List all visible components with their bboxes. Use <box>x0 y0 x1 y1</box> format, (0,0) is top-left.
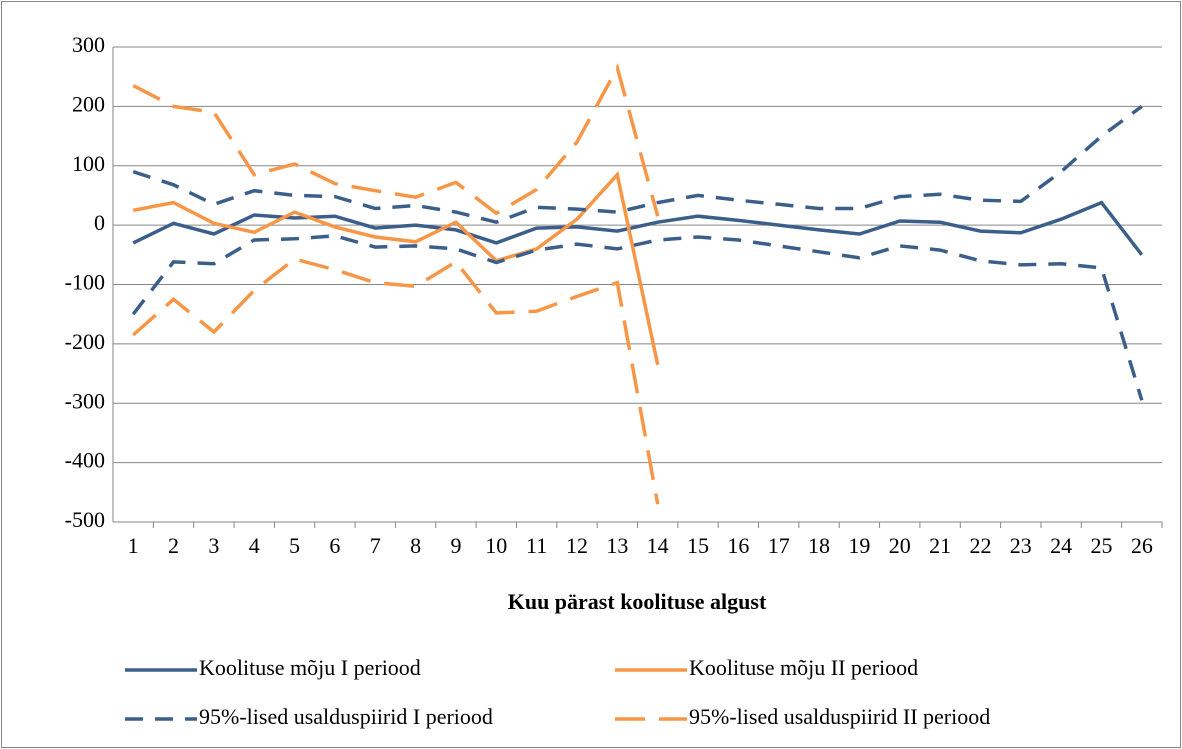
x-tick-label: 14 <box>647 533 669 558</box>
series-line <box>132 257 660 505</box>
x-tick-label: 23 <box>1010 533 1032 558</box>
x-tick-label: 3 <box>208 533 219 558</box>
x-tick-label: 1 <box>128 533 139 558</box>
series-line <box>131 234 1144 401</box>
x-tick-label: 8 <box>410 533 421 558</box>
y-tick-label: -400 <box>65 448 105 473</box>
x-tick-label: 19 <box>848 533 870 558</box>
x-tick-label: 12 <box>566 533 588 558</box>
x-tick-label: 13 <box>606 533 628 558</box>
x-tick-label: 20 <box>889 533 911 558</box>
x-tick-label: 4 <box>249 533 260 558</box>
x-tick-label: 24 <box>1050 533 1072 558</box>
series-line <box>132 104 1143 225</box>
x-axis-title: Kuu pärast koolituse algust <box>508 589 767 614</box>
x-tick-label: 15 <box>687 533 709 558</box>
x-tick-label: 22 <box>969 533 991 558</box>
x-tick-label: 17 <box>768 533 790 558</box>
x-tick-label: 10 <box>485 533 507 558</box>
legend-label: 95%-lised usalduspiirid II periood <box>689 704 990 729</box>
x-tick-label: 21 <box>929 533 951 558</box>
legend-label: Koolituse mõju I periood <box>199 655 421 680</box>
y-tick-label: 300 <box>72 32 105 57</box>
y-tick-label: -500 <box>65 507 105 532</box>
y-tick-label: 100 <box>72 151 105 176</box>
series-line <box>132 170 660 366</box>
x-tick-label: 6 <box>329 533 340 558</box>
series-line <box>132 200 1144 256</box>
x-tick-label: 5 <box>289 533 300 558</box>
y-tick-label: -300 <box>65 388 105 413</box>
legend-label: Koolituse mõju II periood <box>689 655 918 680</box>
y-tick-label: 0 <box>94 210 105 235</box>
x-tick-label: 16 <box>727 533 749 558</box>
x-tick-label: 26 <box>1131 533 1153 558</box>
x-tick-label: 9 <box>450 533 461 558</box>
x-tick-label: 7 <box>370 533 381 558</box>
x-tick-label: 25 <box>1090 533 1112 558</box>
x-tick-label: 2 <box>168 533 179 558</box>
y-tick-label: -200 <box>65 329 105 354</box>
y-tick-label: -100 <box>65 270 105 295</box>
y-tick-label: 200 <box>72 91 105 116</box>
x-tick-label: 18 <box>808 533 830 558</box>
x-tick-label: 11 <box>526 533 547 558</box>
legend-label: 95%-lised usalduspiirid I periood <box>199 704 493 729</box>
series-line <box>132 63 660 217</box>
